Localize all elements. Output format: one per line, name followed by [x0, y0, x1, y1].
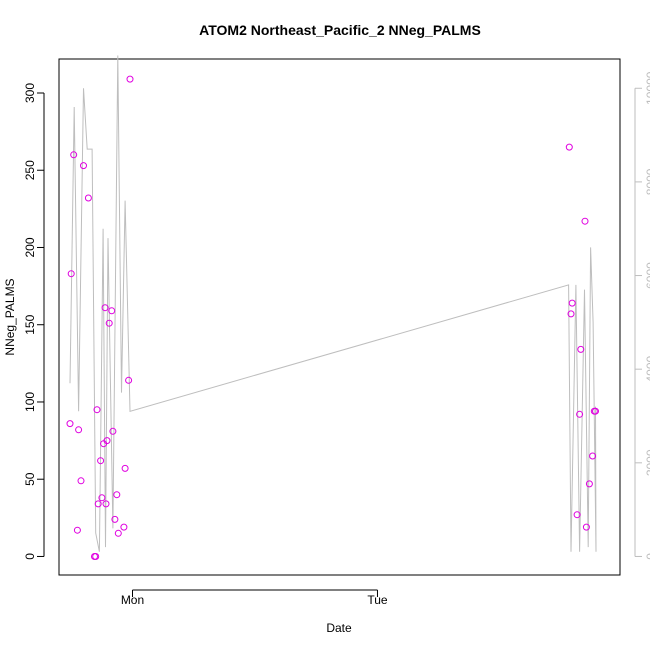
y-tick-label: 200	[23, 237, 37, 257]
y-axis-label: NNeg_PALMS	[3, 278, 17, 355]
secondary-series-line-layer	[69, 55, 597, 552]
data-point	[80, 162, 87, 170]
data-point	[109, 427, 117, 435]
y-tick-label: 300	[23, 83, 37, 103]
data-point	[108, 307, 116, 315]
data-point	[101, 304, 109, 312]
data-point	[84, 194, 92, 202]
data-point	[114, 529, 122, 537]
data-point	[585, 480, 593, 488]
x-tick-label: Mon	[121, 593, 144, 607]
data-point	[93, 406, 101, 414]
y-tick-label: 250	[23, 160, 37, 180]
data-point	[73, 526, 81, 534]
data-point	[98, 494, 106, 502]
y-axis-right: 0 2000 4000 6000 8000 10000	[634, 71, 650, 560]
data-point	[592, 407, 599, 415]
data-point	[568, 299, 576, 307]
x-axis-label: Date	[326, 621, 352, 635]
data-point	[66, 420, 74, 428]
y-tick-label: 100	[23, 392, 37, 412]
y2-tick-label: 0	[644, 553, 650, 560]
data-point	[589, 452, 597, 460]
data-point	[567, 310, 575, 318]
data-point	[576, 410, 584, 418]
data-point	[70, 151, 78, 159]
data-point	[97, 457, 105, 465]
data-point	[126, 75, 134, 83]
y-tick-label: 150	[23, 314, 37, 334]
y2-tick-label: 2000	[644, 449, 650, 476]
data-point	[113, 491, 121, 499]
data-point	[121, 464, 129, 472]
data-point	[120, 523, 128, 531]
y2-tick-label: 10000	[644, 71, 650, 105]
x-tick-label: Tue	[367, 593, 388, 607]
data-point	[581, 217, 589, 225]
y-tick-label: 50	[23, 472, 37, 486]
data-point	[75, 426, 83, 434]
y2-tick-label: 6000	[644, 262, 650, 289]
y2-tick-label: 8000	[644, 168, 650, 195]
data-point	[111, 515, 119, 523]
data-point	[105, 319, 113, 327]
chart-title: ATOM2 Northeast_Pacific_2 NNeg_PALMS	[199, 22, 481, 38]
plot-area	[58, 58, 621, 576]
data-point	[577, 345, 585, 353]
series-line	[69, 55, 597, 552]
data-point	[94, 500, 102, 508]
x-axis: Mon Tue	[121, 589, 388, 607]
data-point	[573, 511, 581, 519]
data-point	[77, 477, 85, 485]
data-point	[125, 376, 133, 384]
data-point	[102, 500, 110, 508]
data-point	[67, 270, 75, 278]
y2-tick-label: 4000	[644, 356, 650, 383]
points-layer	[66, 75, 599, 560]
data-point	[565, 143, 573, 151]
data-point	[103, 437, 111, 445]
y-axis-left: 0 50 100 150 200 250 300	[23, 83, 45, 560]
y-tick-label: 0	[23, 553, 37, 560]
data-point	[92, 553, 100, 560]
data-point	[582, 523, 590, 531]
